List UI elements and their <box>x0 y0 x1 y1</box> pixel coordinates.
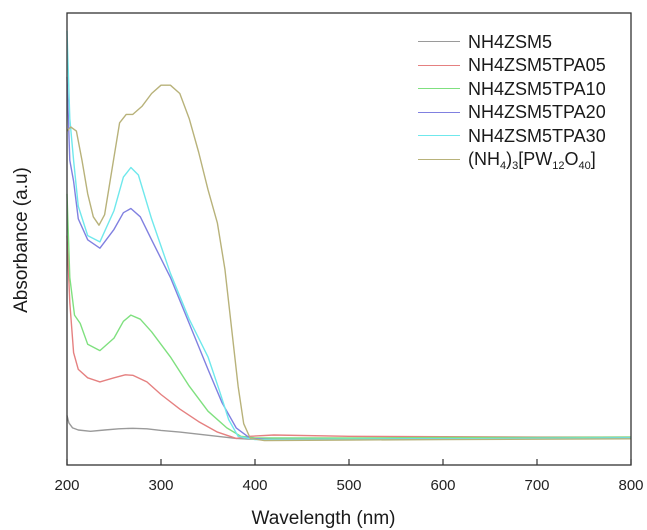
legend-label: NH4ZSM5TPA05 <box>468 55 606 76</box>
x-axis-title: Wavelength (nm) <box>251 508 396 529</box>
y-axis-title: Absorbance (a.u) <box>11 167 32 313</box>
legend-item-nh4zsm5: NH4ZSM5 <box>418 30 606 54</box>
legend-swatch <box>418 158 460 160</box>
x-tick-label: 300 <box>148 477 173 494</box>
x-tick-label: 600 <box>430 477 455 494</box>
series-line-nh4-3-pw12o40 <box>66 84 632 442</box>
legend-swatch <box>418 64 460 66</box>
legend-label: NH4ZSM5TPA10 <box>468 78 606 99</box>
legend-item-nh4zsm5tpa20: NH4ZSM5TPA20 <box>418 101 606 125</box>
legend-item-nh4zsm5tpa30: NH4ZSM5TPA30 <box>418 124 606 148</box>
legend: NH4ZSM5 NH4ZSM5TPA05 NH4ZSM5TPA10 NH4ZSM… <box>418 30 606 172</box>
series-line-nh4zsm5tpa10 <box>66 193 632 439</box>
series-line-nh4zsm5tpa30 <box>66 30 632 441</box>
legend-label: NH4ZSM5 <box>468 31 553 52</box>
x-tick-label: 500 <box>336 477 361 494</box>
legend-swatch <box>418 88 460 90</box>
x-tick-label: 400 <box>242 477 267 494</box>
legend-item-ammonium-phosphotungstate: (NH4)3[PW12O40] <box>418 148 606 172</box>
x-tick-label: 800 <box>618 477 643 494</box>
series-layer <box>66 30 632 442</box>
legend-item-nh4zsm5tpa05: NH4ZSM5TPA05 <box>418 54 606 78</box>
legend-swatch <box>418 41 460 43</box>
x-axis-ticks: 200 300 400 500 600 700 800 <box>54 459 644 494</box>
x-tick-label: 200 <box>54 477 79 494</box>
legend-swatch <box>418 111 460 113</box>
legend-label: NH4ZSM5TPA20 <box>468 102 606 123</box>
legend-label: (NH4)3[PW12O40] <box>468 149 596 173</box>
x-tick-label: 700 <box>524 477 549 494</box>
legend-label: NH4ZSM5TPA30 <box>468 125 606 146</box>
legend-item-nh4zsm5tpa10: NH4ZSM5TPA10 <box>418 77 606 101</box>
legend-swatch <box>418 135 460 137</box>
series-line-nh4zsm5tpa05 <box>66 235 631 440</box>
